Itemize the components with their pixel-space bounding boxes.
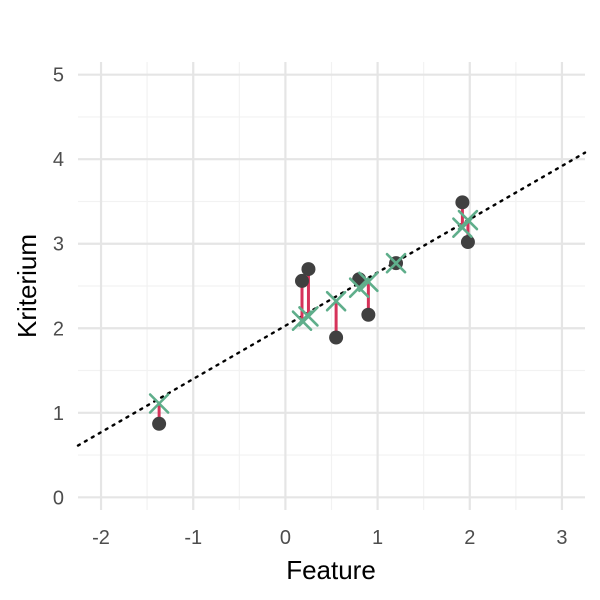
x-tick-label: 1 <box>372 527 383 549</box>
observed-point <box>329 330 344 345</box>
predicted-points <box>148 209 479 414</box>
y-tick-label: 5 <box>53 65 64 87</box>
predicted-point <box>325 290 347 312</box>
x-tick-label: -2 <box>92 527 110 549</box>
y-tick-label: 3 <box>53 234 64 256</box>
predicted-point <box>358 271 379 293</box>
y-tick-labels: 0 1 2 3 4 5 <box>53 65 64 510</box>
observed-point <box>361 307 376 322</box>
predicted-point <box>148 393 170 414</box>
x-tick-label: -1 <box>184 527 202 549</box>
observed-point <box>455 195 470 210</box>
observed-point <box>152 416 167 431</box>
y-axis-title: Kriterium <box>12 234 42 338</box>
observed-point <box>301 262 316 277</box>
x-tick-label: 0 <box>280 527 291 549</box>
x-axis-title: Feature <box>286 555 376 585</box>
x-tick-label: 3 <box>556 527 567 549</box>
regression-line <box>76 151 587 447</box>
predicted-point <box>348 277 370 298</box>
y-tick-label: 0 <box>53 487 64 509</box>
grid-minor <box>78 62 585 510</box>
observed-point <box>295 273 310 288</box>
observed-point <box>460 235 475 250</box>
regression-line-group <box>76 151 587 447</box>
y-tick-label: 2 <box>53 318 64 340</box>
predicted-point <box>385 252 407 274</box>
x-tick-label: 2 <box>464 527 475 549</box>
y-tick-label: 1 <box>53 403 64 425</box>
predicted-point <box>298 306 319 327</box>
y-tick-label: 4 <box>53 149 64 171</box>
grid-major <box>78 62 585 510</box>
x-tick-labels: -2 -1 0 1 2 3 <box>92 527 567 549</box>
predicted-point <box>457 209 479 231</box>
